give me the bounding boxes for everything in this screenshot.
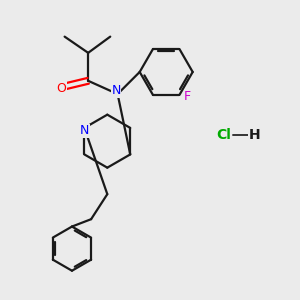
Text: F: F [184, 90, 191, 103]
Text: O: O [57, 82, 67, 95]
Text: H: H [249, 128, 260, 142]
Text: N: N [80, 124, 89, 137]
Text: N: N [112, 84, 121, 97]
Text: Cl: Cl [216, 128, 231, 142]
